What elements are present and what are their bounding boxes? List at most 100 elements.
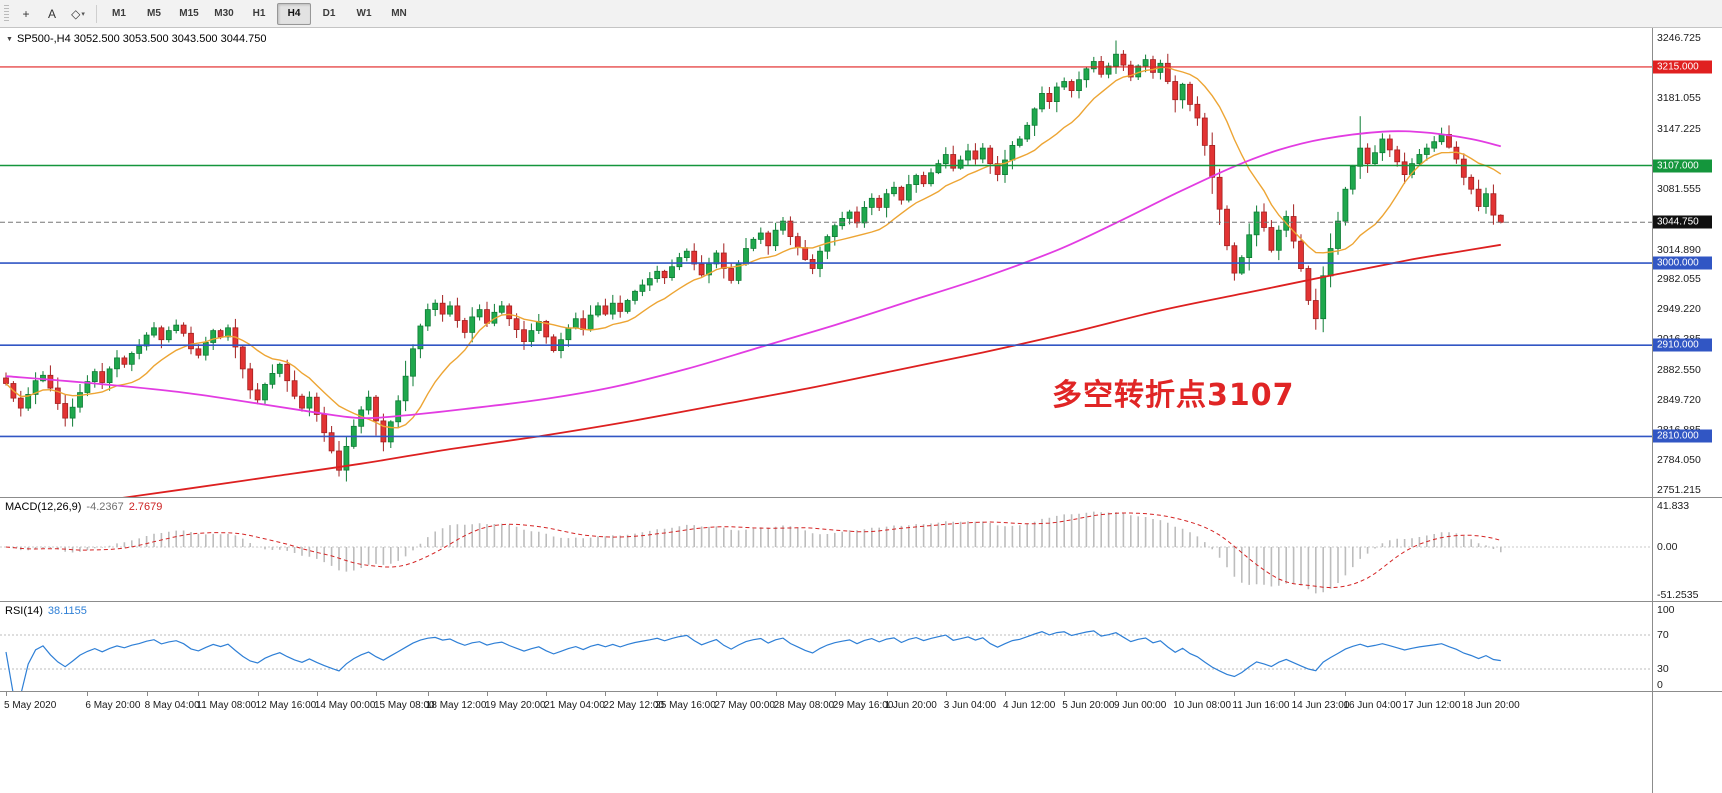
symbol-ohlc-label: ▼ SP500-,H4 3052.500 3053.500 3043.500 30… bbox=[6, 33, 267, 45]
macd-chart[interactable] bbox=[0, 498, 1652, 601]
timeframe-button-h1[interactable]: H1 bbox=[252, 8, 266, 19]
rsi-chart[interactable] bbox=[0, 602, 1652, 691]
timeframe-button-d1[interactable]: D1 bbox=[322, 8, 336, 19]
price-axis-label: 3014.890 bbox=[1657, 243, 1701, 256]
time-axis-tick bbox=[1064, 692, 1066, 696]
price-axis-label: 2849.720 bbox=[1657, 394, 1701, 407]
time-axis[interactable]: 5 May 2020 6 May 20:00 8 May 04:00 11 May 0… bbox=[0, 692, 1652, 793]
time-axis-tick bbox=[1463, 692, 1465, 696]
time-axis-label: 16 Jun 04:00 bbox=[1343, 700, 1402, 711]
macd-axis-label: 0.00 bbox=[1657, 541, 1678, 553]
time-axis-label: 15 May 08:00 bbox=[374, 700, 435, 711]
price-level-tag[interactable]: 2910.000 bbox=[1653, 338, 1712, 352]
timeframe-button-m30[interactable]: M30 bbox=[214, 8, 234, 19]
timeframe-button-m1[interactable]: M1 bbox=[112, 8, 126, 19]
price-axis-label: 3081.555 bbox=[1657, 182, 1701, 195]
time-axis-tick bbox=[257, 692, 259, 696]
time-axis-tick bbox=[1345, 692, 1347, 696]
axis-corner bbox=[1652, 692, 1722, 793]
crosshair-tool[interactable]: + bbox=[13, 2, 39, 26]
macd-signal-line bbox=[5, 512, 1501, 589]
timeframe-button-h4[interactable]: H4 bbox=[277, 2, 311, 25]
rsi-line bbox=[5, 630, 1501, 691]
time-axis-tick bbox=[1404, 692, 1406, 696]
price-level-tag[interactable]: 3107.000 bbox=[1653, 159, 1712, 172]
time-axis-label: 5 May 2020 bbox=[4, 700, 57, 711]
time-axis-tick bbox=[546, 692, 548, 696]
price-axis-label: 2784.050 bbox=[1657, 454, 1701, 466]
toolbar-gripper[interactable] bbox=[4, 4, 9, 23]
time-axis-label: 8 May 04:00 bbox=[144, 700, 200, 711]
time-axis-tick bbox=[6, 692, 7, 696]
price-level-tag[interactable]: 3000.000 bbox=[1653, 256, 1712, 270]
macd-label: MACD(12,26,9) -4.2367 2.7679 bbox=[5, 501, 167, 513]
price-level-tag[interactable]: 3215.000 bbox=[1653, 60, 1712, 74]
time-axis-label: 6 May 20:00 bbox=[85, 700, 141, 711]
text-tool[interactable]: A bbox=[39, 2, 65, 26]
time-axis-tick bbox=[427, 692, 429, 696]
drawing-tools-group: + A ◇ ▾ bbox=[13, 2, 91, 26]
time-axis-tick bbox=[1005, 692, 1006, 696]
time-axis-label: 19 May 20:00 bbox=[485, 700, 546, 711]
rsi-axis-label: 100 bbox=[1657, 603, 1675, 616]
timeframe-buttons-group: M1 M5 M15 M30 H1 H4 D1 W1 MN bbox=[102, 2, 416, 25]
crosshair-tool-icon: + bbox=[22, 6, 30, 21]
macd-main-value: -4.2367 bbox=[86, 501, 124, 513]
time-axis-label: 9 Jun 00:00 bbox=[1114, 700, 1167, 711]
time-axis-tick bbox=[886, 692, 888, 696]
timeframe-button-w1[interactable]: W1 bbox=[356, 8, 372, 19]
price-axis-label: 3246.725 bbox=[1657, 32, 1701, 44]
ma-slow-line bbox=[122, 243, 1501, 497]
rsi-panel: RSI(14) 38.1155 bbox=[0, 602, 1652, 692]
time-axis-tick bbox=[146, 692, 148, 696]
rsi-axis[interactable]: 100 70 30 0 bbox=[1652, 602, 1722, 692]
macd-panel: MACD(12,26,9) -4.2367 2.7679 bbox=[0, 498, 1652, 602]
time-axis-tick bbox=[1175, 692, 1177, 696]
time-axis-label: 17 Jun 12:00 bbox=[1402, 700, 1461, 711]
timeframe-button-m15[interactable]: M15 bbox=[179, 8, 199, 19]
time-axis-label: 22 May 12:00 bbox=[603, 700, 664, 711]
time-axis-label: 14 May 00:00 bbox=[314, 700, 376, 711]
rsi-label: RSI(14) 38.1155 bbox=[5, 605, 92, 617]
time-axis-label: 11 Jun 16:00 bbox=[1232, 700, 1290, 711]
time-axis-tick bbox=[834, 692, 836, 696]
time-axis-tick bbox=[87, 692, 89, 696]
time-axis-tick bbox=[775, 692, 777, 696]
toolbar-separator bbox=[96, 4, 97, 23]
shapes-tool[interactable]: ◇ ▾ bbox=[65, 2, 91, 26]
chart-annotation[interactable]: 多空转折点3107 bbox=[1052, 378, 1295, 413]
time-axis-label: 14 Jun 23:00 bbox=[1291, 700, 1350, 711]
price-axis[interactable]: 3246.725 3181.055 3147.225 3081.555 3014.890… bbox=[1652, 28, 1722, 498]
rsi-name: RSI(14) bbox=[5, 605, 43, 617]
timeframe-button-mn[interactable]: MN bbox=[391, 8, 407, 19]
price-level-tag[interactable]: 2810.000 bbox=[1653, 429, 1712, 443]
ma-mid-line bbox=[5, 130, 1502, 420]
time-axis-tick bbox=[716, 692, 718, 696]
macd-axis-label: -51.2535 bbox=[1657, 589, 1699, 601]
rsi-axis-label: 30 bbox=[1657, 663, 1669, 675]
timeframe-button-m5[interactable]: M5 bbox=[147, 8, 161, 19]
toolbar: + A ◇ ▾ M1 M5 M15 M30 H1 H4 D1 W1 MN bbox=[0, 0, 1722, 28]
macd-axis-label: 41.833 bbox=[1657, 500, 1690, 512]
chart-marker-icon: ▼ bbox=[6, 36, 13, 43]
time-axis-label: 18 Jun 20:00 bbox=[1461, 700, 1520, 711]
current-price-tag: 3044.750 bbox=[1653, 215, 1712, 229]
rsi-axis-label: 0 bbox=[1657, 679, 1663, 691]
macd-axis[interactable]: 41.833 0.00 -51.2535 bbox=[1652, 498, 1722, 602]
time-axis-label: 1 Jun 20:00 bbox=[884, 700, 937, 711]
candlestick-chart[interactable] bbox=[0, 28, 1652, 497]
main-chart-panel: ▼ SP500-,H4 3052.500 3053.500 3043.500 30… bbox=[0, 28, 1652, 498]
ma-fast-line bbox=[5, 66, 1502, 429]
time-axis-tick bbox=[376, 692, 377, 696]
level-lines[interactable] bbox=[0, 66, 1652, 438]
macd-histogram bbox=[12, 511, 1502, 594]
symbol-ohlc-text: SP500-,H4 3052.500 3053.500 3043.500 304… bbox=[16, 33, 267, 45]
time-axis-tick bbox=[198, 692, 200, 696]
time-axis-label: 3 Jun 04:00 bbox=[943, 700, 997, 711]
time-axis-tick bbox=[605, 692, 607, 696]
price-axis-label: 2882.550 bbox=[1657, 364, 1701, 377]
time-axis-tick bbox=[657, 692, 659, 696]
caret-down-icon: ▾ bbox=[81, 10, 85, 18]
time-axis-label: 12 May 16:00 bbox=[255, 700, 317, 711]
